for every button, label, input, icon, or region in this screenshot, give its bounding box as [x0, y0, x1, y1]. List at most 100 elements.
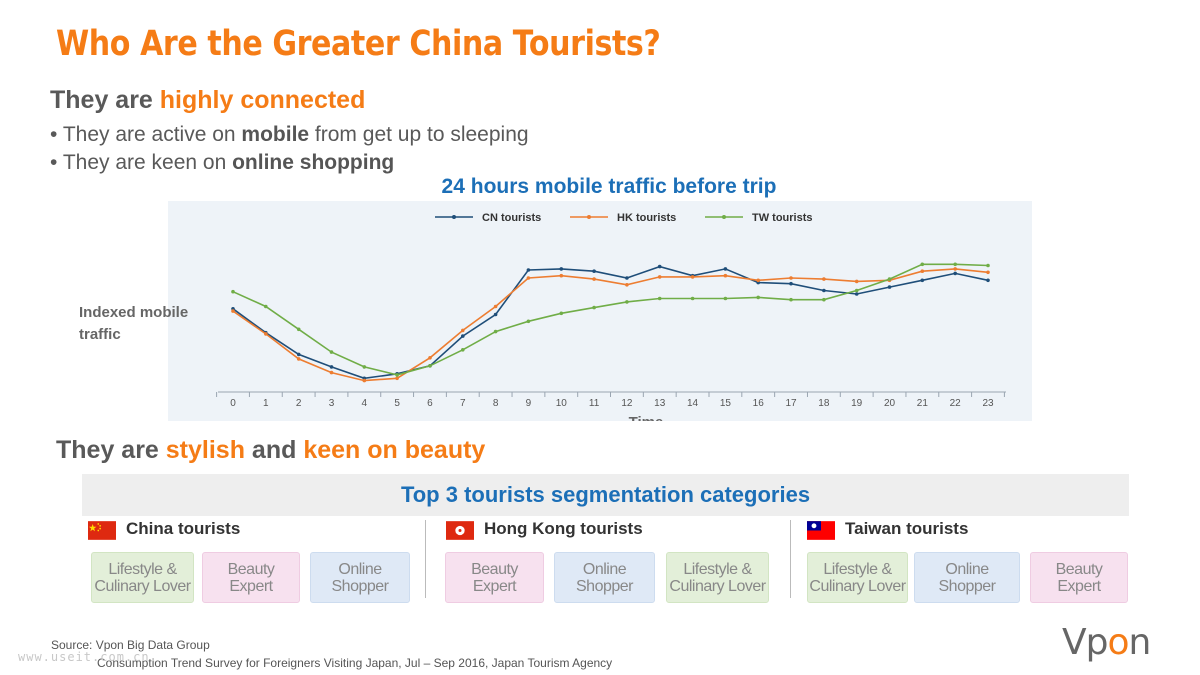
legend-label: TW tourists	[752, 212, 813, 224]
y-axis-label: Indexed mobile traffic	[79, 304, 189, 343]
data-point	[264, 332, 268, 336]
taiwan-flag-icon	[807, 521, 835, 540]
group-divider	[425, 520, 426, 598]
category-tag-shopper: Online Shopper	[914, 552, 1020, 603]
heading-middle: and	[244, 436, 304, 464]
x-tick-label: 3	[329, 398, 335, 409]
bullet-text: They are keen on	[62, 151, 233, 174]
data-point	[887, 277, 892, 281]
x-tick-label: 0	[230, 398, 236, 409]
series-line	[232, 263, 989, 376]
x-tick-label: 9	[526, 398, 532, 409]
group-name: China tourists	[126, 519, 241, 538]
x-tick-label: 8	[493, 398, 499, 409]
bullet-item: • They are keen on online shopping	[50, 151, 395, 174]
chart-panel: 01234567891011121314151617181920212223Ti…	[168, 201, 1032, 421]
data-point	[592, 277, 596, 281]
data-point	[723, 296, 728, 301]
data-point	[625, 276, 629, 280]
data-point	[822, 288, 826, 293]
data-point	[231, 309, 235, 313]
data-point	[756, 295, 760, 300]
x-tick-label: 5	[394, 398, 400, 409]
data-point	[559, 311, 564, 316]
data-point	[329, 370, 334, 375]
data-point	[296, 357, 301, 361]
data-point	[657, 264, 662, 269]
data-point	[329, 365, 334, 369]
data-point	[296, 327, 301, 332]
heading-accent-beauty: keen on beauty	[303, 436, 486, 464]
tag-label: Beauty Expert	[1055, 560, 1103, 595]
x-tick-label: 4	[362, 398, 368, 409]
x-tick-label: 14	[687, 398, 699, 409]
logo-text-accent: o	[1107, 622, 1129, 663]
x-tick-label: 10	[556, 398, 568, 409]
data-point	[461, 348, 465, 352]
x-tick-label: 13	[654, 398, 666, 409]
category-tag-beauty: Beauty Expert	[445, 552, 544, 603]
tag-label: Online Shopper	[576, 560, 634, 595]
legend-label: HK tourists	[617, 212, 676, 224]
x-axis-title: Time	[629, 414, 664, 421]
data-point	[953, 271, 957, 276]
tag-label: Beauty Expert	[471, 560, 518, 595]
legend-marker	[452, 215, 456, 219]
bullet-list: • They are active on mobile from get up …	[50, 121, 529, 177]
data-point	[559, 273, 564, 278]
tag-label: Beauty Expert	[227, 560, 275, 595]
category-tag-shopper: Online Shopper	[310, 552, 410, 603]
data-point	[789, 297, 793, 302]
data-point	[690, 296, 695, 301]
bullet-text: from get up to sleeping	[309, 123, 529, 146]
tag-label: Lifestyle & Culinary Lover	[809, 560, 906, 595]
data-point	[756, 278, 760, 283]
group-name: Hong Kong tourists	[484, 519, 643, 538]
data-point	[526, 319, 531, 324]
legend-marker	[587, 215, 591, 219]
x-tick-label: 17	[785, 398, 797, 409]
category-tag-lifestyle: Lifestyle & Culinary Lover	[91, 552, 194, 603]
series-line	[232, 265, 989, 380]
legend-marker	[722, 215, 726, 219]
data-point	[657, 275, 662, 279]
group-divider	[790, 520, 791, 598]
data-point	[657, 296, 662, 301]
segmentation-banner: Top 3 tourists segmentation categories	[82, 474, 1129, 516]
group-name: Taiwan tourists	[845, 519, 969, 538]
tag-label: Lifestyle & Culinary Lover	[669, 560, 766, 595]
line-chart: 01234567891011121314151617181920212223Ti…	[216, 212, 1006, 421]
data-point	[953, 267, 957, 271]
chart-title: 24 hours mobile traffic before trip	[441, 175, 777, 198]
data-point	[986, 278, 990, 283]
x-tick-label: 23	[982, 398, 994, 409]
watermark: www.useit.com.cn	[18, 650, 150, 664]
x-tick-label: 12	[621, 398, 633, 409]
bullet-text: They are active on	[62, 123, 242, 146]
data-point	[395, 376, 399, 381]
data-point	[690, 275, 695, 279]
category-tag-beauty: Beauty Expert	[1030, 552, 1128, 603]
data-point	[723, 273, 728, 278]
data-point	[362, 378, 367, 383]
legend-label: CN tourists	[482, 212, 541, 224]
page-title: Who Are the Greater China Tourists?	[56, 24, 661, 64]
data-point	[592, 305, 596, 310]
data-point	[264, 304, 268, 309]
bullet-bold: online shopping	[232, 151, 395, 174]
segmentation-title: Top 3 tourists segmentation categories	[400, 482, 811, 507]
data-point	[296, 352, 301, 357]
heading-accent: highly connected	[159, 86, 366, 114]
bullet-bold: mobile	[241, 123, 310, 146]
china-flag-icon	[88, 521, 116, 540]
data-point	[461, 334, 465, 338]
data-point	[822, 297, 826, 302]
data-point	[428, 364, 432, 368]
heading-prefix: They are	[56, 436, 166, 464]
data-point	[526, 268, 531, 272]
tag-label: Lifestyle & Culinary Lover	[94, 560, 191, 595]
x-tick-label: 1	[263, 398, 269, 409]
data-point	[329, 350, 334, 354]
x-tick-label: 18	[818, 398, 830, 409]
bullet-item: • They are active on mobile from get up …	[50, 123, 529, 146]
